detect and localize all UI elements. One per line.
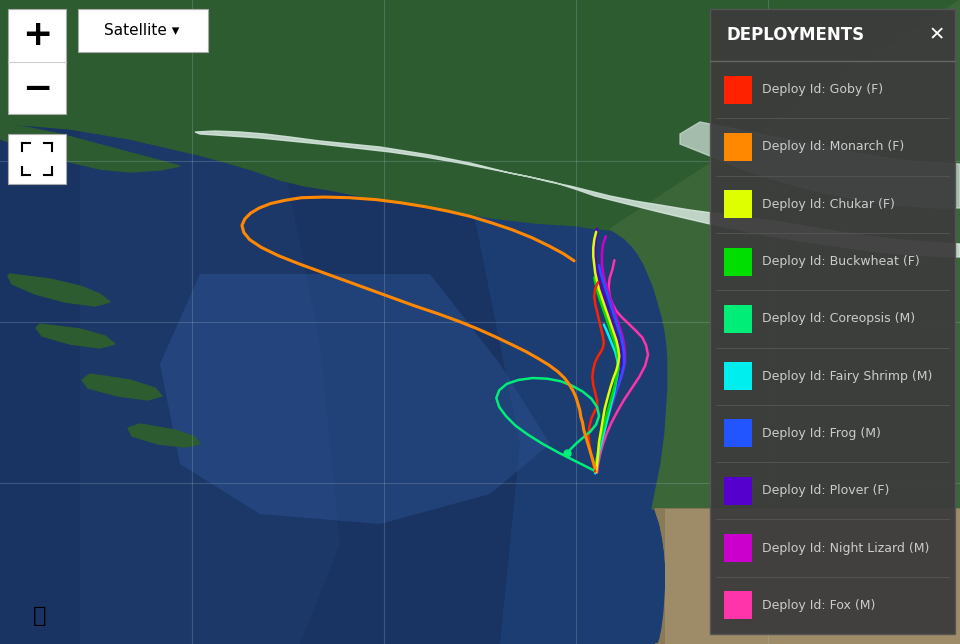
Polygon shape bbox=[0, 124, 180, 172]
Polygon shape bbox=[655, 509, 960, 644]
Text: −: − bbox=[22, 72, 52, 106]
Text: Deploy Id: Goby (F): Deploy Id: Goby (F) bbox=[762, 83, 883, 96]
Bar bbox=[8, 134, 66, 184]
Bar bbox=[665, 509, 960, 644]
Text: Deploy Id: Buckwheat (F): Deploy Id: Buckwheat (F) bbox=[762, 255, 920, 268]
Polygon shape bbox=[655, 509, 960, 569]
Bar bbox=[78, 9, 208, 52]
Bar bbox=[724, 305, 752, 333]
Text: +: + bbox=[22, 18, 52, 52]
Polygon shape bbox=[128, 424, 200, 447]
Text: Deploy Id: Night Lizard (M): Deploy Id: Night Lizard (M) bbox=[762, 542, 929, 554]
Polygon shape bbox=[8, 274, 110, 306]
Text: DEPLOYMENTS: DEPLOYMENTS bbox=[726, 26, 864, 44]
Bar bbox=[724, 477, 752, 505]
Bar bbox=[724, 133, 752, 161]
Polygon shape bbox=[680, 122, 960, 208]
Text: Deploy Id: Monarch (F): Deploy Id: Monarch (F) bbox=[762, 140, 904, 153]
Polygon shape bbox=[610, 0, 960, 509]
Text: Deploy Id: Chukar (F): Deploy Id: Chukar (F) bbox=[762, 198, 895, 211]
Polygon shape bbox=[160, 274, 550, 524]
Bar bbox=[8, 9, 66, 114]
Text: ✕: ✕ bbox=[929, 26, 946, 44]
Polygon shape bbox=[195, 131, 960, 257]
Polygon shape bbox=[82, 374, 162, 400]
Text: Deploy Id: Fairy Shrimp (M): Deploy Id: Fairy Shrimp (M) bbox=[762, 370, 932, 383]
Polygon shape bbox=[80, 0, 340, 644]
Bar bbox=[724, 419, 752, 448]
Text: Deploy Id: Coreopsis (M): Deploy Id: Coreopsis (M) bbox=[762, 312, 915, 325]
Text: Deploy Id: Fox (M): Deploy Id: Fox (M) bbox=[762, 599, 876, 612]
Polygon shape bbox=[0, 0, 520, 644]
Bar bbox=[724, 534, 752, 562]
Text: Deploy Id: Plover (F): Deploy Id: Plover (F) bbox=[762, 484, 889, 497]
Polygon shape bbox=[36, 324, 115, 348]
Bar bbox=[724, 591, 752, 620]
Bar bbox=[724, 247, 752, 276]
Polygon shape bbox=[0, 0, 960, 230]
Text: 🐧: 🐧 bbox=[34, 606, 47, 626]
Text: Deploy Id: Frog (M): Deploy Id: Frog (M) bbox=[762, 427, 881, 440]
Bar bbox=[724, 190, 752, 218]
Text: Satellite ▾: Satellite ▾ bbox=[105, 23, 180, 37]
Bar bbox=[724, 75, 752, 104]
Bar bbox=[710, 9, 955, 634]
Bar bbox=[724, 362, 752, 390]
